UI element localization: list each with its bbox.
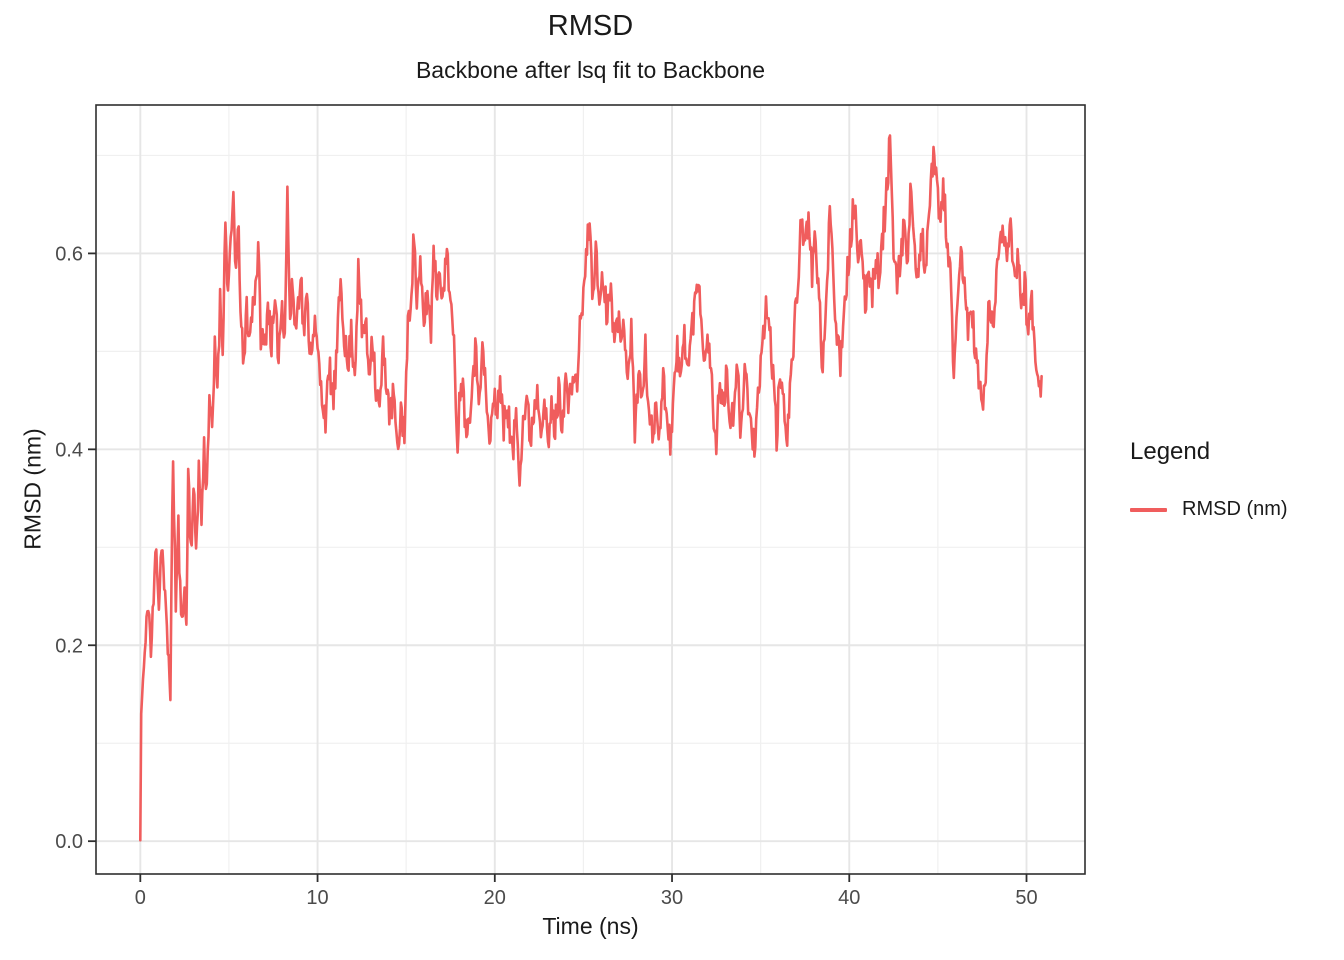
x-axis-title: Time (ns): [542, 913, 639, 939]
legend-item-label: RMSD (nm): [1182, 498, 1288, 520]
legend-title: Legend: [1130, 438, 1211, 465]
y-tick-label: 0.6: [55, 243, 83, 265]
y-tick-label: 0.0: [55, 831, 83, 853]
legend: Legend RMSD (nm): [1130, 438, 1288, 521]
y-tick-label: 0.2: [55, 635, 83, 657]
x-tick-label: 20: [484, 887, 506, 909]
legend-item-rmsd: RMSD (nm): [1130, 498, 1288, 521]
x-tick-label: 40: [838, 887, 860, 909]
chart-title: RMSD: [547, 10, 634, 42]
x-tick-label: 30: [661, 887, 683, 909]
x-tick-label: 0: [135, 887, 146, 909]
y-axis-title: RMSD (nm): [19, 428, 46, 550]
chart-subtitle: Backbone after lsq fit to Backbone: [415, 57, 766, 83]
legend-key-line: [1130, 507, 1167, 512]
y-tick-label: 0.4: [55, 439, 83, 461]
x-tick-label: 50: [1015, 887, 1037, 909]
x-tick-label: 10: [306, 887, 328, 909]
panel-border: [95, 104, 1086, 875]
rmsd-line: [139, 134, 1043, 842]
